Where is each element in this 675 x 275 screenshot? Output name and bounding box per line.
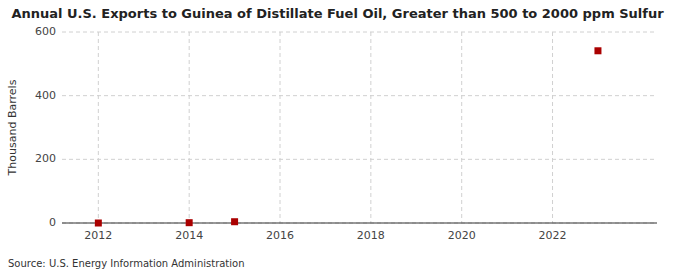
- y-axis-label: Thousand Barrels: [6, 79, 19, 176]
- points: [95, 47, 602, 226]
- x-grid-line: [280, 32, 281, 223]
- y-tick-label: 0: [49, 216, 56, 229]
- y-grid-line: [62, 223, 657, 224]
- chart-container: 0 200 400 600 2012 2014 2016 2018 2020 2022 Thousa…: [0, 0, 675, 275]
- data-point: [95, 220, 102, 227]
- source-note: Source: U.S. Energy Information Administ…: [8, 258, 245, 269]
- x-grid-line: [98, 32, 99, 223]
- y-grid-line: [62, 95, 657, 96]
- data-point: [594, 47, 601, 54]
- background: [0, 0, 675, 275]
- data-point: [231, 218, 238, 225]
- x-grid-line: [461, 32, 462, 223]
- chart: 0 200 400 600 2012 2014 2016 2018 2020 2022 Thousa…: [0, 0, 675, 275]
- x-tick-label: 2020: [448, 229, 476, 242]
- x-tick-label: 2016: [266, 229, 294, 242]
- data-point: [186, 219, 193, 226]
- x-tick-label: 2014: [175, 229, 203, 242]
- x-tick-label: 2018: [357, 229, 385, 242]
- y-tick-label: 400: [35, 89, 56, 102]
- y-tick-label: 600: [35, 25, 56, 38]
- title: Annual U.S. Exports to Guinea of Distill…: [11, 6, 664, 21]
- x-tick-label: 2022: [539, 229, 567, 242]
- x-axis-line: [62, 223, 657, 224]
- x-grid-line: [552, 32, 553, 223]
- y-tick-label: 200: [35, 152, 56, 165]
- x-tick-label: 2012: [84, 229, 112, 242]
- x-grid-line: [189, 32, 190, 223]
- y-grid-line: [62, 32, 657, 33]
- grid: [62, 32, 657, 223]
- x-grid-line: [370, 32, 371, 223]
- y-grid-line: [62, 159, 657, 160]
